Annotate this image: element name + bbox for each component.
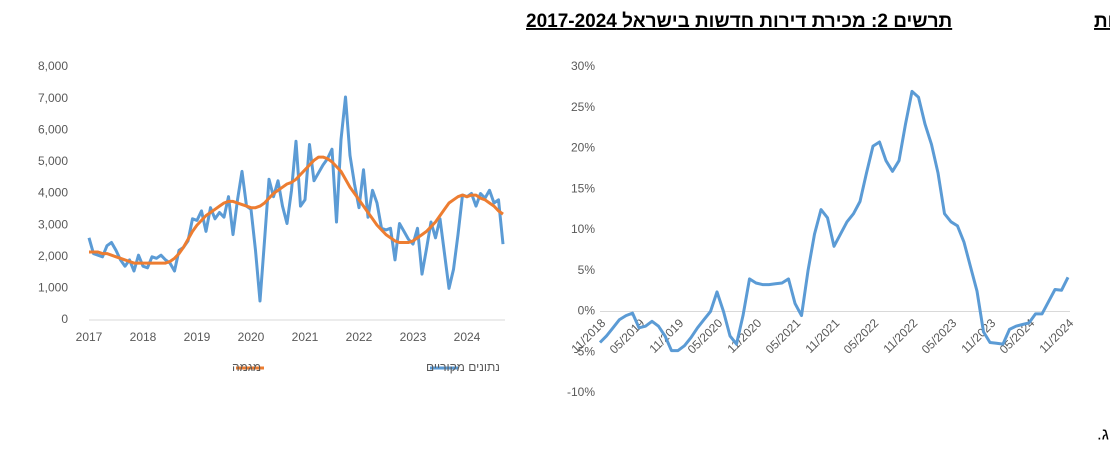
x-tick-label: 05/2022 [841,316,882,357]
x-tick-label: 2023 [400,330,427,344]
y-tick-label: 0% [578,304,596,318]
y-tick-label: -5% [574,344,596,358]
series-line [87,95,505,303]
chart-title: תרשים 2: מכירת דירות חדשות בישראל 2017-2… [526,11,952,32]
y-tick-label: 2,000 [38,249,68,263]
y-tick-label: 8,000 [38,59,68,73]
y-tick-label: 4,000 [38,186,68,200]
legend-label: נתונים מקוריים [426,360,500,374]
y-tick-label: 5% [578,263,596,277]
x-tick-label: 2024 [454,330,481,344]
y-tick-label: 25% [571,100,595,114]
y-tick-label: 30% [571,59,595,73]
x-tick-label: 05/2021 [763,316,804,357]
y-tick-label: 1,000 [38,281,68,295]
x-tick-label: 05/2019 [607,316,648,357]
x-tick-label: 05/2023 [919,316,960,357]
y-tick-label: 15% [571,181,595,195]
y-tick-label: 5,000 [38,154,68,168]
legend-label: מגמה [232,360,261,374]
series-line [598,89,1070,353]
x-tick-label: 11/2021 [802,316,842,356]
source-note: מקור: הלמ"ס, עיבוד מידרוג. [1097,424,1110,443]
x-tick-label: 2018 [130,330,157,344]
x-tick-label: 11/2024 [1036,316,1076,356]
x-tick-label: 2019 [184,330,211,344]
x-tick-label: 11/2022 [880,316,920,356]
y-tick-label: 20% [571,141,595,155]
y-tick-label: 0 [61,312,68,326]
y-tick-label: -10% [567,385,595,399]
x-tick-label: 2017 [76,330,103,344]
x-tick-label: 2020 [238,330,265,344]
x-tick-label: 11/2023 [958,316,998,356]
x-tick-label: 2022 [346,330,373,344]
y-tick-label: 3,000 [38,217,68,231]
y-tick-label: 10% [571,222,595,236]
chart-title: תרשים 1: אחוז שינוי במחירי דירות חדשות [1094,11,1110,32]
x-tick-label: 2021 [292,330,319,344]
y-tick-label: 7,000 [38,91,68,105]
series-line [89,155,504,265]
y-tick-label: 6,000 [38,122,68,136]
